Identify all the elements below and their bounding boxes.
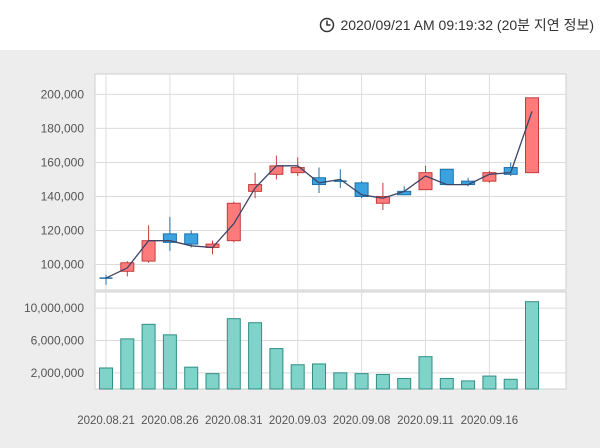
candle-body [290, 167, 305, 174]
volume-bar [205, 373, 220, 390]
clock-icon [319, 17, 335, 33]
volume-bar [375, 373, 390, 390]
volume-bar [397, 377, 412, 390]
volume-bar [99, 367, 113, 390]
volume-bar [503, 378, 518, 390]
ma-polyline [105, 111, 533, 279]
candle-body [525, 97, 539, 174]
x-tick-label: 2020.09.03 [269, 415, 327, 427]
volume-bar [439, 377, 454, 390]
volume-bar [162, 334, 177, 390]
volume-bar [525, 301, 539, 390]
candle-body [312, 177, 326, 186]
x-tick-label: 2020.09.16 [461, 415, 519, 427]
volume-bar [248, 322, 263, 390]
volume-bar [141, 323, 156, 390]
price-candle [333, 169, 347, 188]
price-candle [525, 97, 539, 174]
volume-bar [290, 364, 305, 390]
volume-bar [333, 372, 348, 390]
price-y-tick-label: 100,000 [41, 257, 85, 271]
price-y-tick-label: 180,000 [41, 121, 85, 135]
stock-chart: 100,000 120,000 140,000 160,000 180,000 200,0… [24, 73, 567, 427]
price-y-tick-label: 160,000 [41, 155, 85, 169]
x-tick-label: 2020.09.11 [397, 415, 454, 427]
volume-bar [312, 363, 326, 390]
candle-body [141, 240, 156, 262]
price-candle [312, 167, 326, 194]
volume-y-tick-label: 6,000,000 [31, 334, 85, 348]
timestamp-text: 2020/09/21 AM 09:19:32 (20분 지연 정보) [340, 17, 594, 33]
candle-body [226, 202, 241, 242]
candle-body [184, 233, 199, 245]
volume-bar [269, 348, 284, 390]
x-tick-label: 2020.09.08 [333, 415, 391, 427]
volume-bar [354, 373, 369, 390]
price-plot-area [94, 73, 567, 291]
price-y-tick-label: 200,000 [41, 87, 85, 101]
moving-average-line [105, 111, 533, 279]
volume-bar [461, 380, 476, 390]
volume-bar [482, 375, 497, 390]
volume-y-tick-label: 2,000,000 [31, 366, 85, 380]
price-y-tick-label: 140,000 [41, 189, 85, 203]
volume-bar [184, 366, 199, 390]
x-tick-label: 2020.08.31 [205, 415, 263, 427]
volume-y-tick-label: 10,000,000 [24, 301, 84, 315]
axis-labels: 100,000 120,000 140,000 160,000 180,000 200,0… [24, 87, 518, 427]
price-candle [290, 157, 305, 177]
volume-bar [418, 356, 433, 390]
volume-bars [99, 301, 539, 390]
candle-body [418, 172, 433, 191]
price-y-tick-label: 120,000 [41, 223, 85, 237]
candle-body [375, 195, 390, 204]
update-timestamp: 2020/09/21 AM 09:19:32 (20분 지연 정보) [319, 14, 594, 36]
volume-bar [120, 338, 135, 390]
price-candle [162, 216, 177, 251]
price-candle [375, 182, 390, 211]
x-tick-label: 2020.08.21 [77, 415, 135, 427]
volume-bar [226, 318, 241, 390]
header-bar: 2020/09/21 AM 09:19:32 (20분 지연 정보) [0, 0, 600, 50]
price-candle [226, 201, 241, 243]
candle-body [162, 233, 177, 243]
x-tick-label: 2020.08.26 [141, 415, 199, 427]
price-candle [184, 230, 199, 248]
chart-panel: 100,000 120,000 140,000 160,000 180,000 200,0… [0, 50, 600, 448]
